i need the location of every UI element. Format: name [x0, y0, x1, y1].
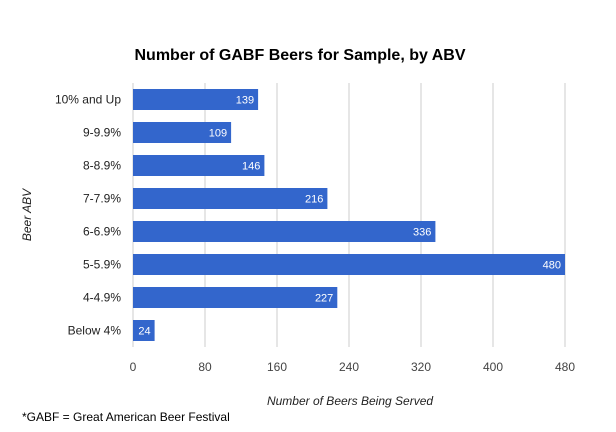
- bar: [133, 155, 265, 176]
- bar: [133, 89, 259, 110]
- x-axis-title: Number of Beers Being Served: [267, 394, 433, 408]
- x-tick-label: 320: [411, 360, 431, 374]
- x-tick-label: 400: [483, 360, 503, 374]
- bar-value-label: 146: [242, 161, 260, 173]
- bar-value-label: 24: [138, 326, 150, 338]
- category-label: 5-5.9%: [83, 258, 121, 272]
- category-label: Below 4%: [68, 324, 122, 338]
- bar: [133, 287, 338, 308]
- category-label: 4-4.9%: [83, 291, 121, 305]
- y-axis-title: Beer ABV: [20, 188, 34, 241]
- x-tick-label: 240: [339, 360, 359, 374]
- footnote: *GABF = Great American Beer Festival: [22, 410, 230, 424]
- x-tick-label: 480: [555, 360, 575, 374]
- bar-value-label: 139: [236, 95, 254, 107]
- bar-value-label: 227: [315, 293, 333, 305]
- bar: [133, 188, 328, 209]
- category-label: 10% and Up: [55, 93, 121, 107]
- bar-value-label: 216: [305, 194, 323, 206]
- bar-value-label: 480: [543, 260, 561, 272]
- bars: 139 109 146 216 336 480 227 24: [133, 89, 565, 341]
- bar: [133, 122, 232, 143]
- chart-title: Number of GABF Beers for Sample, by ABV: [134, 47, 465, 64]
- x-tick-label: 80: [198, 360, 212, 374]
- category-labels: 10% and Up 9-9.9% 8-8.9% 7-7.9% 6-6.9% 5-5.9%…: [55, 93, 121, 338]
- bar: [133, 221, 436, 242]
- x-tick-labels: 0 80 160 240 320 400 480: [130, 360, 576, 374]
- bar-value-label: 336: [413, 227, 431, 239]
- x-tick-label: 160: [267, 360, 287, 374]
- bar: [133, 254, 565, 275]
- bar: [133, 320, 155, 341]
- category-label: 7-7.9%: [83, 192, 121, 206]
- category-label: 8-8.9%: [83, 159, 121, 173]
- category-label: 9-9.9%: [83, 126, 121, 140]
- x-tick-label: 0: [130, 360, 137, 374]
- category-label: 6-6.9%: [83, 225, 121, 239]
- bar-value-label: 109: [209, 128, 227, 140]
